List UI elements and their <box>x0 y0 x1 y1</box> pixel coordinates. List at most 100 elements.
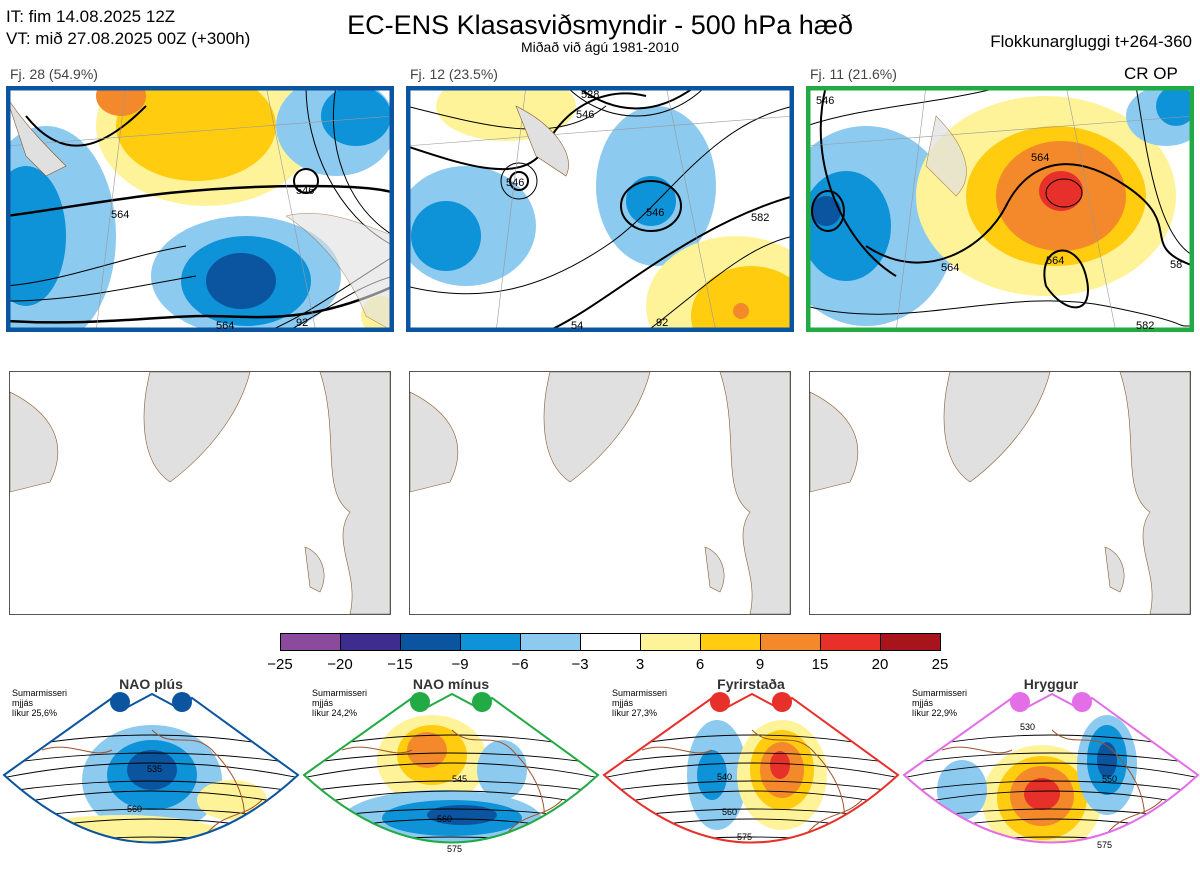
contour-label: 546 <box>576 109 594 121</box>
empty-map-2 <box>409 371 791 615</box>
contour-label: 535 <box>147 764 162 774</box>
contour-label: 560 <box>722 807 737 817</box>
anomaly-shading <box>427 805 497 825</box>
colorbar-tick-label: −15 <box>387 656 413 673</box>
regime-marker <box>710 692 730 712</box>
colorbar-swatch <box>580 633 641 651</box>
contour-label: 546 <box>506 177 524 189</box>
regime-title: Hryggur <box>1023 676 1079 692</box>
cluster-map-1[interactable]: 564 546 564 92 <box>6 86 394 332</box>
contour-label: 545 <box>452 774 467 784</box>
geopotential-contour <box>304 836 598 843</box>
regime-marker <box>772 692 792 712</box>
geopotential-contour <box>904 762 1198 779</box>
anomaly-shading <box>1097 742 1117 778</box>
geopotential-contour <box>604 780 898 793</box>
colorbar-swatch <box>760 633 821 651</box>
geopotential-contour <box>2 847 300 862</box>
geopotential-contour <box>604 752 898 765</box>
contour-label: 564 <box>941 262 959 274</box>
regime-info: Sumarmisseri mjjás líkur 27,3% <box>612 688 667 718</box>
regime-note: mjjás <box>312 698 334 708</box>
cluster-tag: CR OP <box>1124 64 1178 83</box>
regime-marker <box>1072 692 1092 712</box>
contour-label: 564 <box>1031 152 1049 164</box>
classification-window: Flokkunargluggi t+264-360 <box>990 32 1192 51</box>
geopotential-contour <box>4 780 298 793</box>
colorbar-tick-label: −25 <box>267 656 293 673</box>
anomaly-shading <box>770 751 790 779</box>
contour-label: 92 <box>656 317 668 329</box>
contour-label: 575 <box>737 832 752 842</box>
colorbar-swatch <box>700 633 761 651</box>
geopotential-contour <box>902 847 1200 862</box>
geopotential-contour <box>304 752 598 765</box>
colorbar-swatch <box>340 633 401 651</box>
regime-title: Fyrirstaða <box>717 676 785 692</box>
regime-map: 535 560 <box>2 692 300 862</box>
colorbar-swatch <box>880 633 941 651</box>
anomaly-shading <box>937 760 987 820</box>
contour-label: 546 <box>296 185 314 197</box>
cluster-label-3: Fj. 11 (21.6%) <box>810 66 897 82</box>
regime-season: Sumarmisseri <box>912 688 968 698</box>
cluster-label-2: Fj. 12 (23.5%) <box>410 66 498 82</box>
regime-marker <box>1010 692 1030 712</box>
regime-note: mjjás <box>12 698 34 708</box>
geopotential-contour <box>904 780 1198 793</box>
header-info: IT: fim 14.08.2025 12Z VT: mið 27.08.202… <box>6 6 250 50</box>
regime-prob: líkur 24,2% <box>312 708 358 718</box>
regime-prob: líkur 25,6% <box>12 708 58 718</box>
colorbar-tick-label: 20 <box>871 656 889 673</box>
geopotential-contour <box>904 790 1198 807</box>
colorbar-tick-label: −6 <box>511 656 529 673</box>
regime-info: Sumarmisseri mjjás líkur 22,9% <box>912 688 967 718</box>
contour-label: 546 <box>816 95 834 107</box>
contour-label: 564 <box>216 320 234 332</box>
geopotential-contour <box>304 780 598 793</box>
page-subtitle: Miðað við ágú 1981-2010 <box>520 39 679 55</box>
contour-label: 582 <box>751 212 769 224</box>
regime-marker <box>172 692 192 712</box>
colorbar-tick-label: 15 <box>811 656 829 673</box>
colorbar-tick-label: 25 <box>931 656 949 673</box>
geopotential-contour <box>602 847 900 862</box>
contour-label: 575 <box>447 844 462 854</box>
geopotential-contour <box>4 790 298 807</box>
colorbar-swatch <box>280 633 341 651</box>
cluster-map-2[interactable]: 528 546 546 546 582 54 92 <box>406 86 794 332</box>
colorbar-tick-label: 6 <box>695 656 705 673</box>
colorbar-tick-label: −9 <box>451 656 469 673</box>
regime-info: Sumarmisseri mjjás líkur 25,6% <box>12 688 67 718</box>
initial-time: IT: fim 14.08.2025 12Z <box>6 7 176 26</box>
regime-marker <box>110 692 130 712</box>
geopotential-contour <box>604 762 898 779</box>
contour-label: 528 <box>581 89 599 101</box>
colorbar-swatch <box>460 633 521 651</box>
cluster-map-3[interactable]: 546 564 564 564 58 582 <box>806 86 1194 332</box>
geopotential-contour <box>904 752 1198 765</box>
regime-season: Sumarmisseri <box>612 688 668 698</box>
anomaly-shading <box>1017 859 1047 868</box>
geopotential-contour <box>304 790 598 807</box>
geopotential-contour <box>604 836 898 843</box>
contour-label: 550 <box>1102 774 1117 784</box>
regime-title: NAO mínus <box>412 676 490 692</box>
anomaly-shading <box>127 750 177 790</box>
geopotential-contour <box>904 836 1198 843</box>
anomaly-shading <box>697 750 727 800</box>
colorbar-tick-label: −3 <box>571 656 589 673</box>
empty-map-3 <box>809 371 1191 615</box>
geopotential-contour <box>604 790 898 807</box>
regime-note: mjjás <box>912 698 934 708</box>
regime-note: mjjás <box>612 698 634 708</box>
anomaly-shading <box>407 732 447 768</box>
anomaly-shading <box>197 780 267 820</box>
contour-label: 92 <box>296 317 308 329</box>
regime-info: Sumarmisseri mjjás líkur 24,2% <box>312 688 367 718</box>
contour-label: 58 <box>1170 259 1182 271</box>
valid-time: VT: mið 27.08.2025 00Z (+300h) <box>6 29 251 48</box>
page-title: EC-ENS Klasasviðsmyndir - 500 hPa hæð <box>347 10 853 40</box>
colorbar-tick-label: −20 <box>327 656 353 673</box>
geopotential-contour <box>304 762 598 779</box>
